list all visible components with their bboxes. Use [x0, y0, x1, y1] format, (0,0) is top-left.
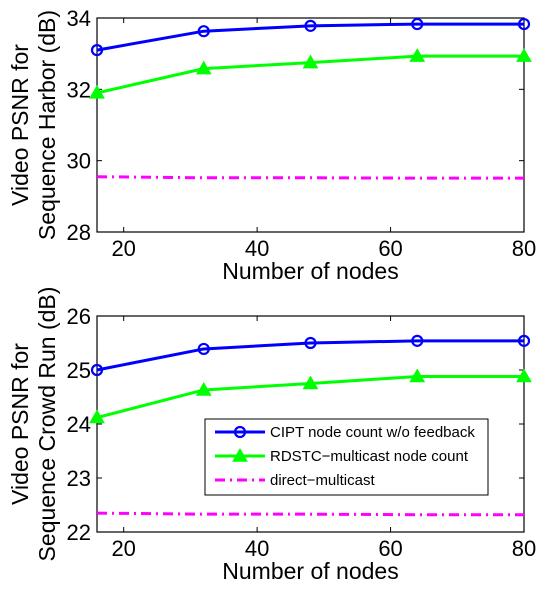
data-point-rdstc	[302, 54, 319, 69]
data-point-cipt	[411, 334, 424, 347]
x-tick-label: 80	[512, 236, 536, 261]
data-point-rdstc	[195, 381, 212, 396]
data-point-rdstc	[516, 368, 532, 383]
series-line-cipt	[96, 22, 524, 52]
data-point-rdstc	[302, 375, 319, 390]
x-tick-label: 40	[245, 536, 269, 561]
series-cipt	[90, 17, 531, 57]
legend: CIPT node count w/o feedback RDSTC−multic…	[204, 418, 489, 496]
x-tick-label: 40	[245, 236, 269, 261]
series-direct	[96, 511, 524, 517]
data-point-rdstc	[195, 60, 212, 75]
series-rdstc	[89, 48, 532, 99]
y-tick-label: 24	[67, 412, 91, 437]
x-tick-label: 60	[378, 536, 402, 561]
y-axis-label-line: Video PSNR for	[7, 44, 33, 206]
legend-label-direct: direct−multicast	[270, 472, 375, 489]
legend-marker-cipt	[233, 425, 247, 439]
data-point-rdstc	[409, 48, 426, 62]
y-tick-label: 25	[67, 358, 91, 383]
data-point-rdstc	[409, 368, 426, 383]
legend-marker-rdstc	[232, 447, 248, 462]
x-tick-label: 20	[111, 536, 135, 561]
data-point-rdstc	[89, 409, 105, 424]
y-axis-label-line: Video PSNR for	[7, 343, 33, 505]
data-point-cipt	[90, 363, 104, 377]
series-line-cipt	[96, 339, 524, 372]
series-line-direct	[96, 511, 524, 517]
data-point-cipt	[197, 25, 210, 38]
y-tick-label: 32	[67, 77, 91, 102]
data-point-cipt	[90, 43, 104, 57]
y-tick-label: 28	[67, 220, 91, 245]
x-tick-label: 20	[111, 236, 135, 261]
data-point-rdstc	[516, 48, 532, 62]
y-tick-label: 34	[67, 6, 91, 31]
y-tick-label: 26	[67, 304, 91, 329]
y-tick-label: 23	[67, 466, 91, 491]
data-point-cipt	[517, 334, 531, 347]
legend-label-rdstc: RDSTC−multicast node count	[270, 448, 469, 465]
x-axis-label: Number of nodes	[222, 258, 398, 284]
y-tick-label: 22	[67, 520, 91, 545]
series-direct	[96, 175, 524, 180]
series-rdstc	[89, 368, 532, 424]
data-point-rdstc	[89, 84, 105, 99]
data-point-cipt	[411, 17, 424, 31]
x-tick-label: 60	[378, 236, 402, 261]
x-axis-label: Number of nodes	[222, 558, 398, 584]
data-point-cipt	[304, 19, 317, 32]
data-point-cipt	[197, 342, 210, 356]
y-axis-label-line: Sequence Harbor (dB)	[34, 10, 60, 240]
chart-panel-1: 20 40 60 80 28 30 32 34 Number of nodes Video PSN…	[7, 6, 536, 284]
y-axis-label-line: Sequence Crowd Run (dB)	[34, 287, 60, 562]
y-tick-label: 30	[67, 149, 91, 174]
series-cipt	[90, 334, 531, 377]
data-point-cipt	[517, 17, 531, 31]
chart-panel-2: 20 40 60 80 22 23 24 25 26 Number of nodes Video P…	[7, 287, 536, 584]
plot-area-frame	[96, 17, 525, 233]
legend-label-cipt: CIPT node count w/o feedback	[270, 424, 475, 441]
data-point-cipt	[304, 336, 317, 350]
x-tick-label: 80	[512, 536, 536, 561]
series-line-direct	[96, 175, 524, 180]
